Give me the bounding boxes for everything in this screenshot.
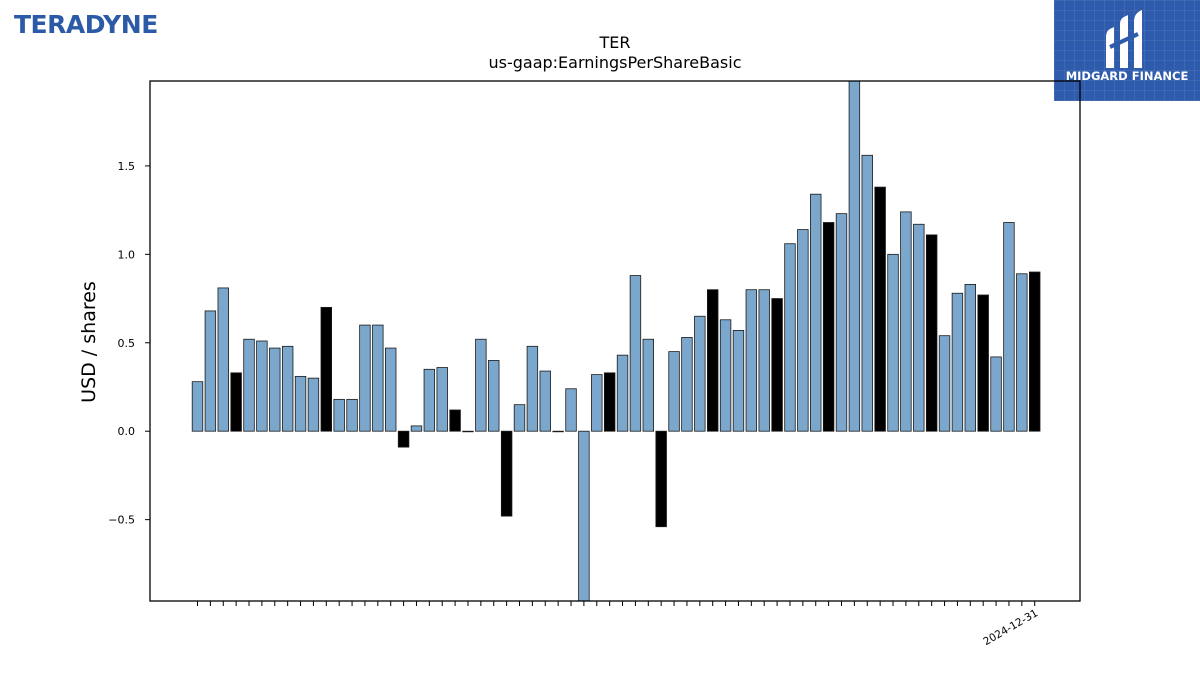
- eps-bar: [488, 360, 500, 432]
- eps-bar: [384, 347, 397, 432]
- eps-bar: [951, 292, 964, 432]
- eps-bar: [810, 193, 822, 432]
- y-tick-label: −0.5: [108, 514, 135, 527]
- teradyne-logo: TERADYNE: [14, 10, 158, 39]
- eps-bar: [1016, 273, 1028, 432]
- eps-bar: [874, 186, 886, 432]
- eps-bar: [887, 253, 899, 432]
- eps-bar: [745, 289, 758, 432]
- eps-bar: [1029, 271, 1041, 432]
- eps-bar: [1003, 222, 1015, 432]
- eps-bar: [513, 404, 526, 432]
- eps-bar: [694, 315, 706, 432]
- eps-bar: [256, 340, 268, 432]
- eps-bar: [616, 354, 629, 432]
- eps-bar: [822, 222, 835, 432]
- eps-bar: [307, 377, 320, 432]
- eps-bar: [642, 338, 655, 432]
- eps-bar: [964, 283, 977, 432]
- eps-bar: [758, 289, 770, 432]
- eps-bar: [423, 368, 436, 432]
- eps-bar: [732, 329, 745, 432]
- eps-bar: [797, 229, 809, 432]
- badge-text: MIDGARD FINANCE: [1065, 69, 1189, 83]
- eps-bar: [243, 338, 255, 432]
- eps-bar: [217, 287, 229, 432]
- eps-bar: [204, 310, 217, 432]
- eps-bar: [591, 374, 603, 432]
- eps-bar: [771, 298, 783, 432]
- eps-bar: [707, 289, 719, 432]
- eps-bar: [230, 372, 242, 432]
- midgard-finance-badge: MIDGARD FINANCE: [1054, 0, 1200, 101]
- eps-bar: [462, 430, 474, 433]
- eps-bar: [655, 430, 667, 528]
- eps-bar: [359, 324, 371, 432]
- eps-bar: [990, 356, 1002, 432]
- eps-bar: [281, 345, 294, 432]
- eps-bar: [320, 306, 333, 432]
- chart-title: TER: [599, 33, 631, 52]
- eps-bar: [539, 370, 551, 432]
- eps-bar: [925, 234, 938, 432]
- eps-bar: [668, 351, 680, 432]
- plot-frame: [149, 80, 1081, 602]
- midgard-m-icon: [1106, 10, 1142, 68]
- y-tick-label: 0.5: [118, 337, 136, 350]
- eps-bar: [333, 398, 345, 432]
- eps-bar: [900, 211, 912, 432]
- chart-subtitle: us-gaap:EarningsPerShareBasic: [488, 53, 741, 72]
- y-tick-label: 1.5: [118, 160, 136, 173]
- eps-bar: [526, 345, 539, 432]
- eps-bar: [346, 398, 358, 432]
- eps-bar: [629, 275, 642, 432]
- eps-bar: [397, 430, 410, 448]
- eps-bar: [784, 243, 796, 432]
- eps-bar: [410, 425, 423, 432]
- eps-bar: [913, 223, 925, 432]
- eps-bar: [861, 154, 873, 432]
- eps-bar: [719, 319, 732, 432]
- eps-bar: [681, 337, 693, 432]
- eps-bar: [475, 338, 487, 432]
- eps-bar: [436, 367, 448, 432]
- eps-bar: [191, 381, 204, 432]
- eps-bar: [500, 430, 513, 517]
- eps-bar: [835, 213, 848, 432]
- eps-bar: [977, 294, 989, 432]
- eps-bar: [294, 375, 307, 432]
- y-tick-label: 0.0: [118, 425, 136, 438]
- y-axis-label: USD / shares: [78, 281, 100, 403]
- eps-bar: [603, 372, 616, 432]
- eps-bar: [269, 347, 281, 432]
- y-tick-label: 1.0: [118, 248, 136, 261]
- eps-bar: [552, 430, 564, 433]
- eps-bar: [578, 430, 590, 601]
- eps-bar: [848, 81, 861, 432]
- x-tick-label: 2024-12-31: [981, 607, 1040, 648]
- eps-bar: [449, 409, 461, 432]
- eps-bar: [372, 324, 384, 432]
- eps-bar: [565, 388, 577, 432]
- eps-bar: [938, 335, 951, 432]
